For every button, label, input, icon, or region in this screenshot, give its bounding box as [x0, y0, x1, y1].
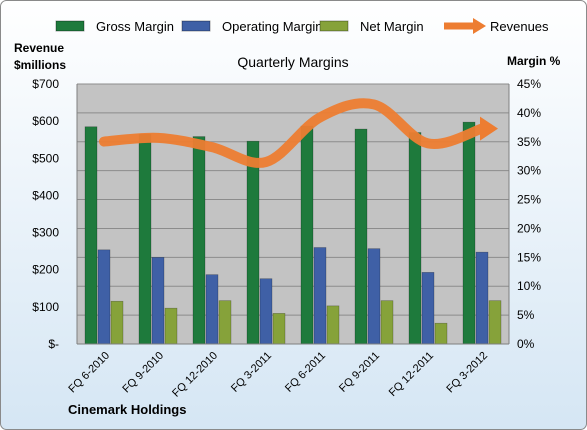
right-tick-label: 10%: [517, 279, 541, 293]
operating-margin-bar: [259, 278, 273, 345]
operating-margin-bar: [367, 248, 381, 345]
left-tick-label: $400: [32, 188, 59, 202]
left-tick-label: $300: [32, 226, 59, 240]
right-tick-label: 20%: [517, 221, 541, 235]
company-name-footer: Cinemark Holdings: [68, 402, 186, 417]
right-tick-label: 35%: [517, 135, 541, 149]
operating-margin-bar: [475, 251, 489, 345]
left-axis-label-line1: Revenue: [14, 41, 64, 55]
legend-label: Operating Margin: [222, 19, 322, 34]
left-tick-label: $100: [32, 300, 59, 314]
net-margin-bar: [164, 307, 178, 345]
chart-title: Quarterly Margins: [237, 54, 348, 70]
left-tick-label: $-: [48, 337, 59, 351]
revenues-line-arrowhead: [480, 116, 498, 141]
right-axis-label: Margin %: [507, 54, 561, 68]
gross-margin-bar: [246, 140, 260, 345]
legend-label: Revenues: [490, 19, 549, 34]
left-tick-label: $600: [32, 114, 59, 128]
right-tick-label: 15%: [517, 250, 541, 264]
gross-margin-bar: [354, 128, 368, 345]
bar-series: [84, 121, 502, 345]
legend-label: Gross Margin: [96, 19, 174, 34]
gross-margin-bar: [192, 136, 206, 345]
revenue-line-layer: [99, 98, 498, 168]
net-margin-bar: [380, 300, 394, 345]
operating-margin-bar: [421, 272, 435, 345]
left-tick-label: $500: [32, 151, 59, 165]
net-margin-bar: [488, 300, 502, 345]
right-tick-label: 30%: [517, 164, 541, 178]
right-tick-label: 0%: [517, 337, 535, 351]
operating-margin-bar: [205, 274, 219, 345]
net-margin-bar: [272, 313, 286, 345]
right-tick-label: 40%: [517, 106, 541, 120]
legend-swatch: [55, 20, 85, 32]
operating-margin-bar: [151, 257, 165, 345]
legend-swatch: [319, 20, 349, 32]
operating-margin-bar: [313, 247, 327, 345]
legend-label: Net Margin: [360, 19, 424, 34]
right-tick-label: 5%: [517, 308, 535, 322]
legend-arrowhead: [473, 18, 486, 34]
operating-margin-bar: [97, 249, 111, 345]
net-margin-bar: [326, 305, 340, 345]
revenues-line: [99, 98, 487, 168]
gross-margin-bar: [462, 121, 476, 345]
gross-margin-bar: [84, 126, 98, 345]
legend-swatch: [181, 20, 211, 32]
right-tick-label: 45%: [517, 77, 541, 91]
net-margin-bar: [110, 300, 124, 345]
net-margin-bar: [218, 300, 232, 345]
right-tick-label: 25%: [517, 193, 541, 207]
legend: Gross Margin Operating Margin Net Margin Re…: [55, 18, 549, 34]
left-tick-label: $200: [32, 263, 59, 277]
left-axis-label-line2: $millions: [14, 58, 66, 72]
left-tick-label: $700: [32, 77, 59, 91]
net-margin-bar: [434, 322, 448, 345]
gross-margin-bar: [138, 133, 152, 345]
gross-margin-bar: [408, 132, 422, 345]
gross-margin-bar: [300, 125, 314, 345]
